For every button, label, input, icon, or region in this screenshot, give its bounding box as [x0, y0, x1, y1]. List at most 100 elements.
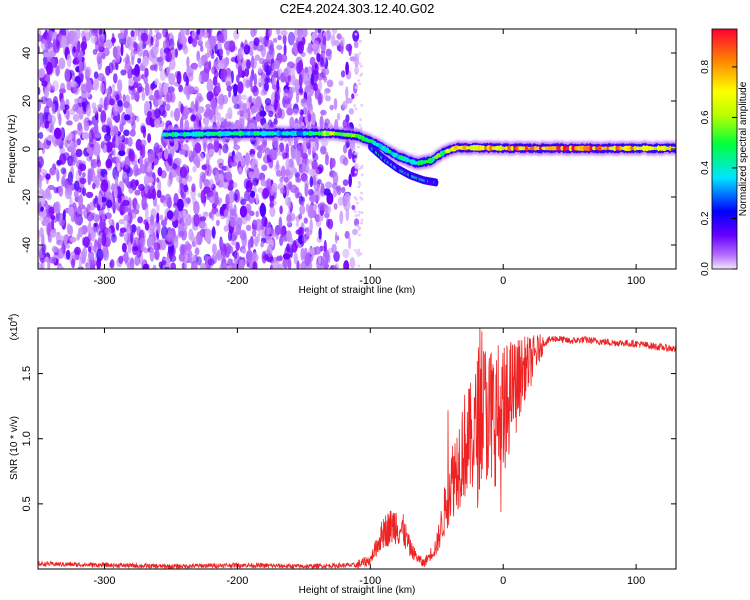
noise-speck [47, 113, 52, 122]
noise-speck [323, 240, 327, 253]
noise-speck [354, 170, 358, 174]
noise-speck [128, 149, 135, 162]
noise-speck [152, 264, 157, 269]
noise-speck [298, 213, 303, 220]
carrier-peak-mark [504, 146, 508, 151]
noise-speck [134, 64, 140, 77]
noise-speck [237, 110, 244, 116]
noise-speck [153, 243, 158, 251]
noise-speck [83, 236, 90, 248]
noise-speck [250, 190, 256, 198]
carrier-peak-mark [585, 145, 592, 152]
noise-speck [38, 98, 41, 112]
noise-speck [329, 264, 337, 269]
noise-speck [52, 38, 57, 53]
noise-speck [41, 233, 45, 247]
noise-speck [283, 43, 287, 56]
noise-speck [106, 117, 113, 128]
noise-speck [106, 199, 113, 209]
noise-speck [288, 158, 294, 168]
noise-speck [131, 56, 135, 66]
noise-speck [214, 69, 219, 79]
noise-speck [304, 179, 309, 189]
noise-speck [58, 247, 65, 259]
y-tick-label: -40 [21, 237, 33, 253]
noise-speck [301, 162, 306, 173]
noise-speck [358, 62, 362, 66]
noise-speck [187, 149, 192, 157]
noise-speck [162, 29, 166, 38]
noise-speck [127, 212, 133, 225]
noise-speck [216, 112, 222, 122]
noise-speck [358, 210, 361, 214]
noise-speck [77, 124, 83, 136]
carrier-peak-mark [668, 145, 672, 151]
noise-speck [287, 74, 292, 82]
noise-speck [80, 83, 88, 94]
noise-speck [336, 185, 342, 196]
carrier-peak-mark [562, 145, 567, 152]
noise-speck [133, 245, 139, 252]
carrier-peak-mark [525, 145, 529, 151]
noise-speck [301, 200, 305, 207]
noise-speck [127, 241, 132, 254]
noise-speck [261, 250, 267, 264]
noise-speck [320, 257, 325, 269]
noise-speck [247, 239, 251, 252]
noise-speck [88, 129, 94, 143]
noise-speck [309, 194, 317, 203]
noise-speck [283, 68, 289, 77]
noise-speck [277, 35, 282, 41]
noise-speck [197, 96, 204, 102]
snr-x-axis: -300 -200 -100 0 100 [93, 328, 645, 587]
noise-speck [146, 166, 151, 173]
noise-speck [333, 251, 340, 262]
noise-speck [228, 90, 232, 98]
noise-speck [307, 109, 311, 121]
noise-speck [169, 58, 176, 71]
noise-speck [194, 247, 200, 256]
noise-speck [96, 168, 101, 174]
x-tick-label: 0 [500, 275, 506, 287]
noise-speck [287, 196, 292, 210]
carrier-core [161, 128, 676, 187]
noise-speck [134, 29, 139, 37]
carrier-peak-mark [656, 145, 661, 152]
noise-speck [320, 72, 325, 78]
noise-speck [151, 188, 156, 200]
noise-speck [353, 210, 357, 213]
noise-speck [178, 84, 184, 93]
noise-speck [92, 107, 98, 115]
noise-speck [121, 254, 129, 262]
noise-speck [252, 177, 259, 186]
noise-speck [270, 188, 274, 196]
noise-speck [53, 187, 59, 194]
noise-speck [92, 48, 98, 56]
noise-speck [355, 85, 359, 89]
noise-speck [185, 29, 190, 36]
noise-speck [79, 60, 83, 74]
noise-speck [342, 100, 348, 110]
noise-speck [258, 36, 265, 43]
noise-speck [233, 30, 240, 40]
carrier-peak-mark [200, 131, 204, 137]
noise-speck [231, 93, 239, 105]
noise-speck [126, 181, 134, 190]
noise-speck [355, 151, 359, 155]
noise-speck [172, 202, 178, 208]
x-tick-label: -300 [93, 275, 115, 287]
noise-speck [354, 107, 358, 111]
colorbar-tick-label: 0.4 [700, 161, 711, 175]
x-tick-label: -200 [226, 275, 248, 287]
noise-speck [255, 193, 259, 205]
noise-speck [253, 29, 258, 36]
noise-speck [206, 91, 214, 102]
noise-speck [258, 143, 267, 154]
noise-speck [255, 96, 262, 109]
noise-speck [105, 190, 112, 199]
noise-speck [192, 236, 198, 247]
noise-speck [101, 209, 105, 222]
noise-speck [286, 243, 291, 253]
carrier-peak-mark [317, 130, 322, 136]
